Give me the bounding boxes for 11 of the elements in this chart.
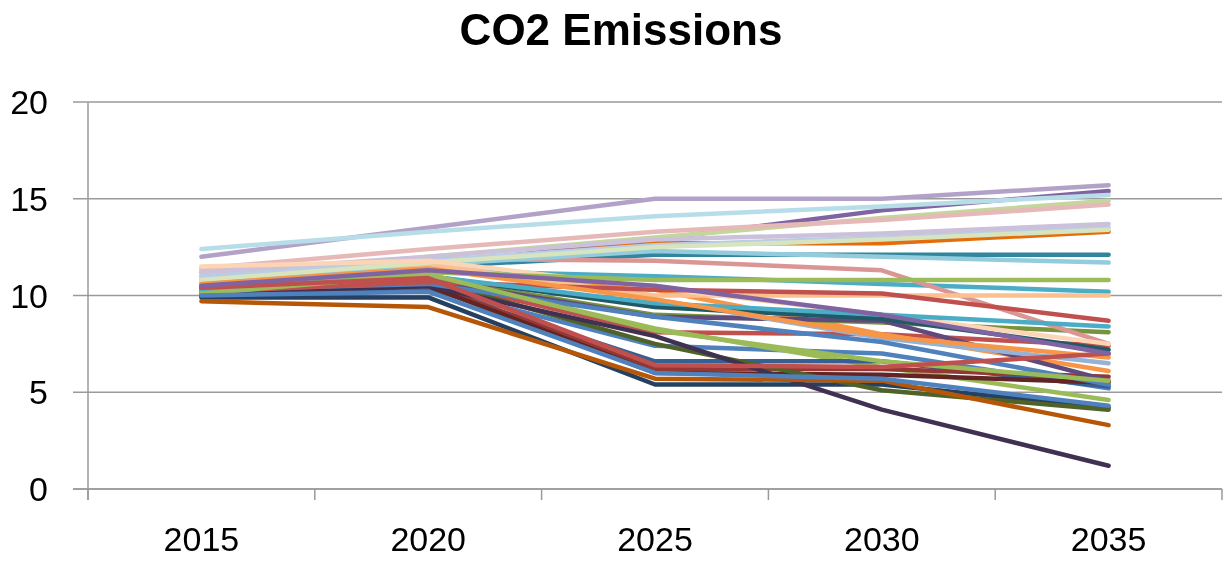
x-tick-label: 2015 [163,520,240,558]
x-tick-label: 2025 [617,520,693,558]
y-tick-label: 0 [29,470,48,508]
x-tick-label: 2035 [1070,520,1147,558]
x-tick-label: 2020 [390,520,467,558]
y-tick-label: 15 [10,179,48,218]
y-tick-label: 5 [29,373,48,412]
y-tick-label: 10 [10,276,48,315]
x-tick-label: 2030 [843,520,920,558]
y-tick-label: 20 [10,83,48,121]
chart-title: CO2 Emissions [459,5,783,54]
